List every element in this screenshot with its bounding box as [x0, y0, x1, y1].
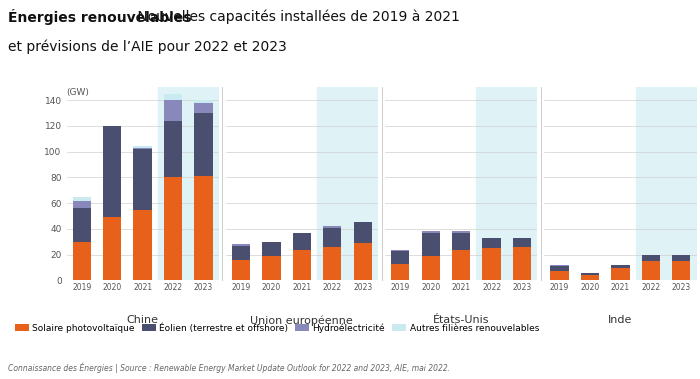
- Bar: [323, 247, 342, 280]
- Bar: [550, 265, 568, 266]
- Text: Énergies renouvelables: Énergies renouvelables: [8, 9, 192, 25]
- Bar: [134, 148, 152, 149]
- Bar: [293, 249, 311, 280]
- Bar: [195, 100, 213, 103]
- Bar: [452, 232, 470, 233]
- Bar: [391, 249, 409, 251]
- Bar: [195, 103, 213, 113]
- Bar: [323, 226, 342, 228]
- Bar: [293, 233, 311, 249]
- Bar: [262, 242, 281, 256]
- Bar: [636, 87, 696, 280]
- Bar: [195, 176, 213, 280]
- Bar: [550, 266, 568, 271]
- Bar: [232, 246, 250, 260]
- Bar: [581, 275, 599, 280]
- Bar: [164, 100, 182, 121]
- Bar: [103, 217, 121, 280]
- Bar: [421, 232, 440, 233]
- Bar: [452, 249, 470, 280]
- Bar: [164, 121, 182, 177]
- Bar: [452, 233, 470, 249]
- Text: Connaissance des Énergies | Source : Renewable Energy Market Update Outlook for : Connaissance des Énergies | Source : Ren…: [8, 363, 451, 373]
- Bar: [672, 261, 690, 280]
- Bar: [195, 113, 213, 176]
- Text: Nouvelles capacités installées de 2019 à 2021: Nouvelles capacités installées de 2019 à…: [133, 9, 460, 24]
- Bar: [134, 149, 152, 210]
- Bar: [354, 222, 372, 243]
- Bar: [672, 255, 690, 261]
- Legend: Solaire photovoltaïque, Éolien (terrestre et offshore), Hydroélectricité, Autres: Solaire photovoltaïque, Éolien (terrestr…: [11, 320, 542, 337]
- Bar: [421, 233, 440, 256]
- Bar: [232, 244, 250, 246]
- Bar: [550, 271, 568, 280]
- Bar: [611, 268, 629, 280]
- Bar: [642, 261, 660, 280]
- Bar: [581, 273, 599, 275]
- Bar: [391, 251, 409, 264]
- Text: Inde: Inde: [608, 315, 633, 325]
- Bar: [164, 177, 182, 280]
- Bar: [134, 210, 152, 280]
- Bar: [513, 247, 531, 280]
- Text: et prévisions de l’AIE pour 2022 et 2023: et prévisions de l’AIE pour 2022 et 2023: [8, 40, 287, 54]
- Text: (GW): (GW): [66, 88, 89, 97]
- Bar: [476, 87, 538, 280]
- Bar: [513, 238, 531, 247]
- Bar: [391, 264, 409, 280]
- Text: Union européenne: Union européenne: [251, 315, 354, 326]
- Bar: [482, 238, 500, 248]
- Bar: [134, 146, 152, 148]
- Bar: [642, 255, 660, 261]
- Bar: [164, 94, 182, 100]
- Bar: [158, 87, 218, 280]
- Bar: [73, 200, 91, 208]
- Bar: [323, 228, 342, 247]
- Text: Chine: Chine: [127, 315, 159, 325]
- Text: États-Unis: États-Unis: [433, 315, 489, 325]
- Bar: [317, 87, 378, 280]
- Bar: [482, 248, 500, 280]
- Bar: [73, 242, 91, 280]
- Bar: [73, 197, 91, 200]
- Bar: [421, 256, 440, 280]
- Bar: [73, 208, 91, 242]
- Bar: [232, 260, 250, 280]
- Bar: [354, 243, 372, 280]
- Bar: [262, 256, 281, 280]
- Bar: [103, 126, 121, 217]
- Bar: [611, 265, 629, 268]
